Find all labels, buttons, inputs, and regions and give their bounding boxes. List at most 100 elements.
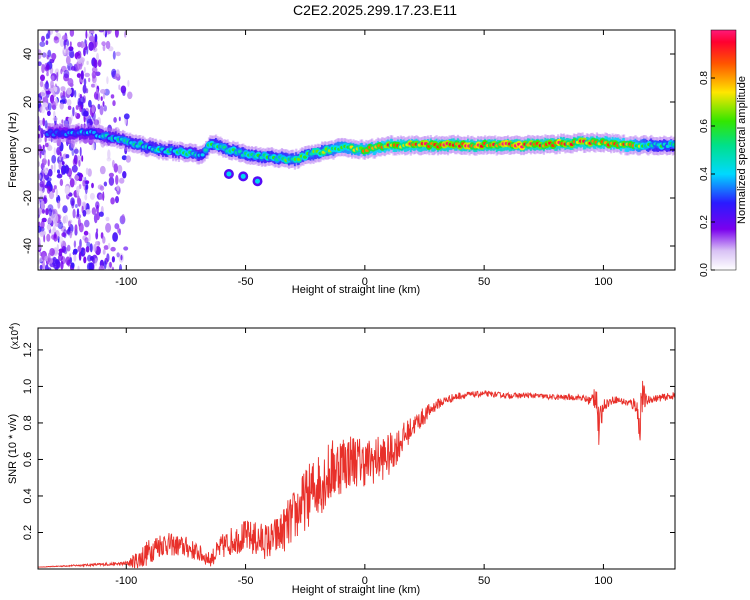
heatmap-noise-cell xyxy=(91,83,96,88)
heatmap-noise-cell xyxy=(114,30,119,38)
heatmap-noise-cell xyxy=(38,97,42,104)
heatmap-noise-cell xyxy=(88,35,95,42)
heatmap-noise-cell xyxy=(45,33,49,40)
heatmap-noise-cell xyxy=(124,146,128,155)
heatmap-noise-cell xyxy=(49,248,55,256)
heatmap-noise-cell xyxy=(119,264,122,270)
top-y-axis-ticks: 40 20 0 -20 -40 xyxy=(22,48,675,254)
heatmap-noise-cell xyxy=(38,260,41,265)
heatmap-blob-core xyxy=(226,171,232,177)
heatmap-noise-cell xyxy=(46,55,49,60)
heatmap-noise-cell xyxy=(115,196,119,204)
heatmap-noise-cell xyxy=(39,151,42,159)
heatmap-noise-cell xyxy=(96,92,99,101)
heatmap-noise-cell xyxy=(48,191,55,200)
heatmap-noise-cell xyxy=(38,173,42,181)
heatmap-noise-cell xyxy=(93,244,97,252)
heatmap-noise-cell xyxy=(53,36,60,44)
heatmap-noise-cell xyxy=(67,105,72,111)
heatmap-ridge-core xyxy=(237,150,242,154)
bottom-y-tick-label: 0.6 xyxy=(22,452,34,467)
heatmap-noise-cell xyxy=(103,181,108,187)
top-x-tick-label: 50 xyxy=(478,276,490,288)
heatmap-noise-cell xyxy=(45,90,51,95)
heatmap-noise-cell xyxy=(85,246,90,253)
heatmap-noise-cell xyxy=(95,231,99,240)
heatmap-noise-cell xyxy=(77,265,80,270)
heatmap-noise-cell xyxy=(61,232,66,238)
heatmap-noise-cell xyxy=(38,207,42,215)
heatmap-noise-cell xyxy=(77,245,82,253)
bottom-y-tick-label: 0.2 xyxy=(22,525,34,540)
heatmap-noise-cell xyxy=(103,105,107,112)
heatmap-noise-cell xyxy=(98,30,105,33)
heatmap-noise-cell xyxy=(69,230,72,239)
heatmap-noise-cell xyxy=(85,180,89,190)
heatmap-noise-cell xyxy=(83,78,87,86)
heatmap-noise-cell xyxy=(66,87,72,95)
heatmap-noise-cell xyxy=(84,219,90,228)
colorbar-tick-label: 0.2 xyxy=(699,215,710,229)
spectrogram-heatmap xyxy=(38,30,675,270)
heatmap-noise-cell xyxy=(95,241,101,246)
heatmap-noise-cell xyxy=(58,171,61,177)
heatmap-noise-cell xyxy=(40,220,45,229)
heatmap-noise-cell xyxy=(61,35,68,41)
heatmap-ridge-core xyxy=(203,148,208,152)
heatmap-noise-cell xyxy=(103,245,109,250)
heatmap-noise-cell xyxy=(51,154,57,164)
heatmap-noise-cell xyxy=(125,155,131,163)
heatmap-noise-cell xyxy=(69,41,72,47)
heatmap-noise-cell xyxy=(87,168,92,177)
heatmap-noise-cell xyxy=(86,60,89,65)
heatmap-noise-cell xyxy=(72,106,75,117)
heatmap-noise-cell xyxy=(94,82,98,88)
heatmap-noise-cell xyxy=(65,154,70,159)
heatmap-noise-cell xyxy=(63,69,70,79)
heatmap-noise-cell xyxy=(53,233,58,242)
heatmap-noise-cell xyxy=(92,262,95,270)
heatmap-noise-cell xyxy=(53,162,56,173)
heatmap-noise-cell xyxy=(119,177,125,184)
heatmap-noise-cell xyxy=(59,178,64,187)
heatmap-noise-cell xyxy=(83,47,86,57)
heatmap-noise-cell xyxy=(77,218,81,227)
heatmap-noise-cell xyxy=(107,124,112,133)
heatmap-noise-cell xyxy=(51,256,58,267)
heatmap-noise-cell xyxy=(82,180,86,187)
top-y-tick-label: -40 xyxy=(22,238,34,254)
bottom-y-tick-label: 1.2 xyxy=(22,342,34,357)
heatmap-noise-cell xyxy=(78,160,81,167)
heatmap-noise-cell xyxy=(55,258,60,267)
heatmap-noise-cell xyxy=(101,41,106,46)
heatmap-noise-cell xyxy=(53,147,56,156)
heatmap-noise-cell xyxy=(81,155,84,162)
heatmap-noise-cell xyxy=(91,182,94,189)
snr-series-line xyxy=(38,380,675,569)
heatmap-noise-cell xyxy=(64,214,69,224)
bottom-x-tick-label: 50 xyxy=(478,575,490,587)
heatmap-noise-cell xyxy=(68,49,75,58)
heatmap-noise-cell xyxy=(46,223,52,231)
heatmap-noise-cell xyxy=(62,205,68,214)
colorbar-tick-label: 0.8 xyxy=(699,71,710,85)
heatmap-noise-cell xyxy=(74,175,80,181)
heatmap-noise-cell xyxy=(117,164,123,174)
heatmap-noise-cell xyxy=(91,104,96,114)
heatmap-noise-cell xyxy=(120,254,123,261)
heatmap-noise-cell xyxy=(53,185,57,190)
heatmap-noise-cell xyxy=(84,72,90,78)
heatmap-noise-cell xyxy=(59,102,64,110)
heatmap-noise-cell xyxy=(102,236,106,244)
heatmap-noise-cell xyxy=(102,191,105,201)
heatmap-noise-cell xyxy=(127,79,130,87)
heatmap-noise-cell xyxy=(73,148,79,155)
heatmap-noise-cell xyxy=(64,185,71,195)
heatmap-noise-cell xyxy=(89,243,93,253)
top-y-tick-label: 0 xyxy=(22,147,34,153)
heatmap-noise-cell xyxy=(42,117,45,127)
heatmap-noise-cell xyxy=(91,142,96,151)
heatmap-noise-cell xyxy=(46,185,51,194)
heatmap-noise-cell xyxy=(122,171,127,179)
heatmap-noise-cell xyxy=(45,40,49,45)
